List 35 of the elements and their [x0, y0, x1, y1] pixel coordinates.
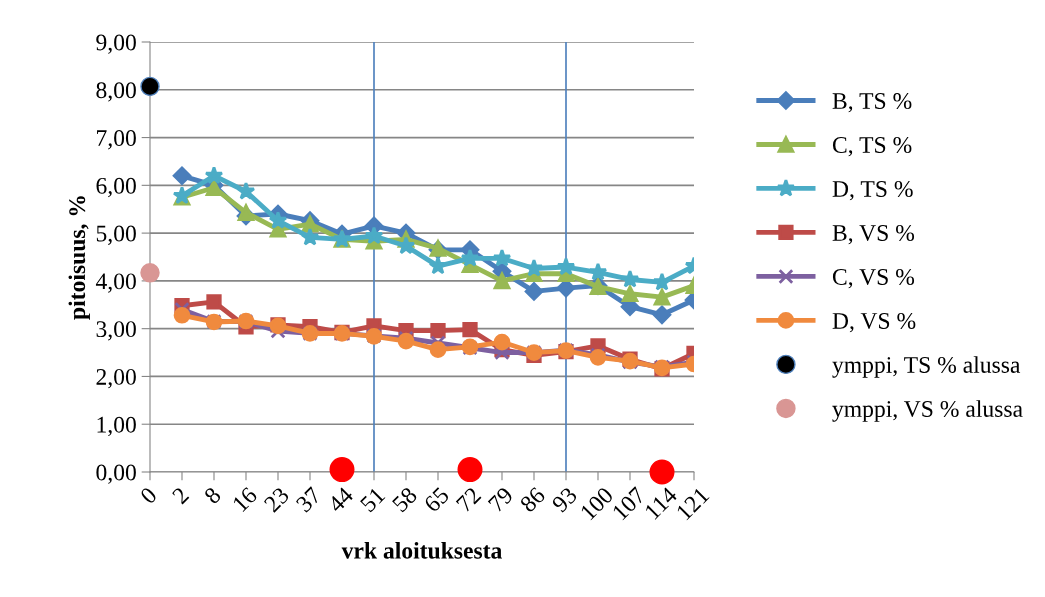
legend-label: ymppi, VS % alussa [832, 400, 1023, 422]
y-axis-title: pitoisuus, % [68, 196, 90, 320]
legend-label: C, VS % [832, 268, 915, 289]
y-tick-label: 7,00 [97, 130, 136, 150]
y-tick-label: 2,00 [96, 368, 136, 389]
x-tick-label: 0 [139, 486, 158, 505]
x-tick-label: 72 [455, 486, 482, 513]
x-tick-label: 93 [551, 486, 578, 514]
y-tick-label: 3,00 [96, 321, 136, 341]
legend-label: B, TS % [832, 93, 912, 113]
legend-label: D, VS % [832, 312, 916, 333]
y-tick-label: 1,00 [97, 416, 136, 437]
y-tick-label: 0,00 [96, 464, 136, 484]
x-tick-label: 79 [487, 486, 514, 513]
x-tick-label: 86 [519, 486, 547, 513]
legend-label: C, TS % [832, 137, 912, 157]
y-tick-label: 9,00 [96, 34, 136, 54]
x-axis-title: vrk aloituksesta [341, 542, 502, 559]
y-tick-label: 8,00 [96, 82, 136, 102]
x-tick-label: 65 [423, 486, 450, 513]
legend-label: ymppi, TS % alussa [832, 356, 1021, 378]
y-tick-label: 6,00 [96, 177, 136, 198]
x-tick-label: 51 [359, 486, 386, 513]
x-tick-label: 2 [171, 486, 190, 505]
x-tick-label: 58 [391, 486, 418, 513]
x-tick-label: 114 [644, 486, 678, 520]
x-tick-label: 37 [295, 486, 323, 513]
x-tick-label: 23 [263, 486, 290, 513]
x-tick-label: 16 [232, 486, 259, 513]
y-tick-label: 5,00 [96, 225, 136, 245]
legend-label: D, TS % [832, 181, 913, 201]
y-tick-label: 4,00 [95, 273, 136, 293]
legend-label: B, VS % [832, 224, 915, 245]
x-tick-label: 8 [203, 486, 222, 505]
x-tick-label: 44 [327, 486, 355, 514]
